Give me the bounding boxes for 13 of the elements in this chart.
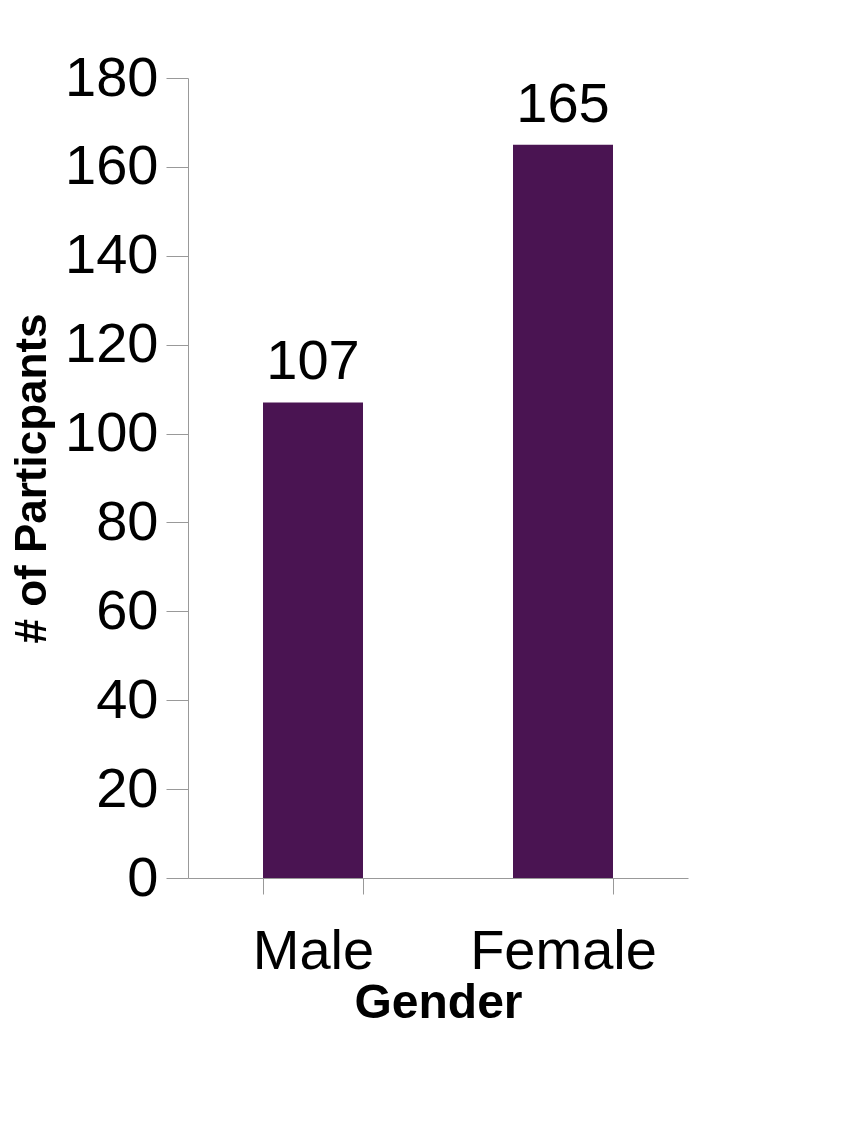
- y-tick-label: 180: [65, 44, 159, 108]
- y-tick-label: 80: [96, 488, 159, 552]
- y-axis-title: # of Particpants: [6, 313, 56, 644]
- y-tick-label: 120: [65, 311, 159, 375]
- y-tick-label: 100: [65, 400, 159, 464]
- y-tick-label: 160: [65, 133, 159, 197]
- y-tick-label: 0: [127, 844, 159, 908]
- y-tick-label: 20: [96, 755, 159, 819]
- y-tick-label: 40: [96, 666, 159, 730]
- data-label: 107: [266, 328, 360, 392]
- data-label: 165: [516, 70, 610, 134]
- y-tick-label: 60: [96, 577, 159, 641]
- y-tick-label: 140: [65, 222, 159, 286]
